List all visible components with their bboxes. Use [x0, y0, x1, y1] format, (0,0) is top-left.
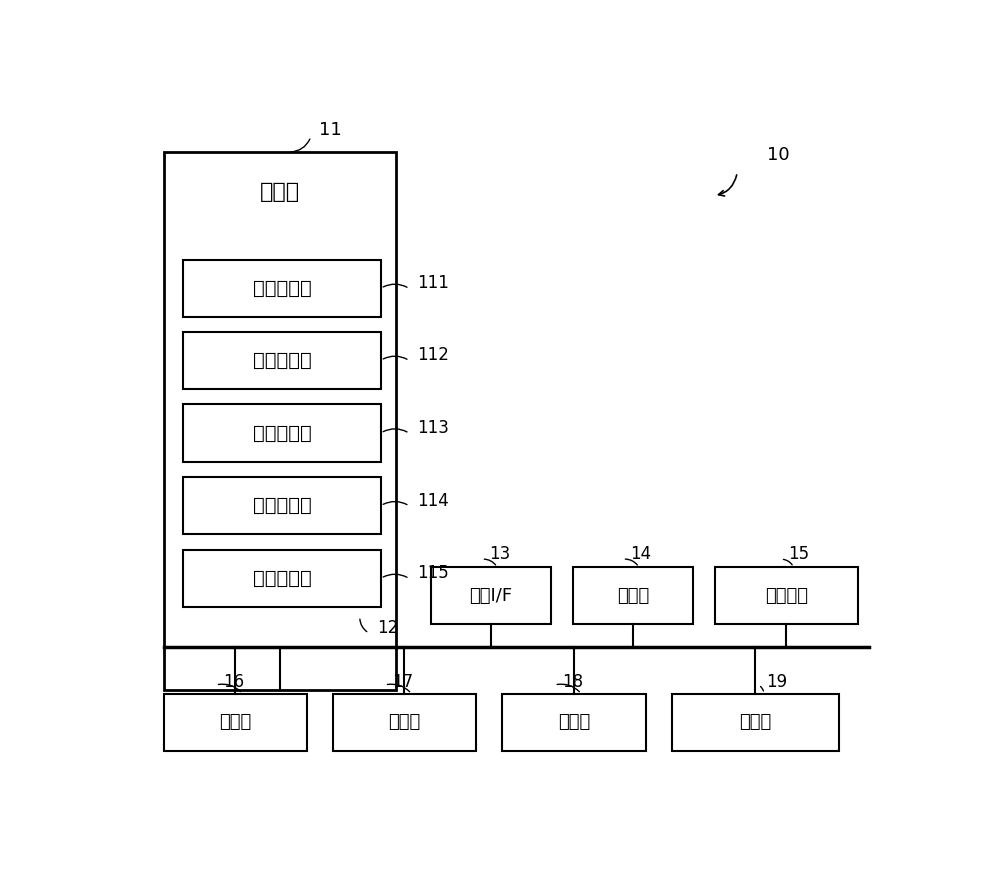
Bar — [164, 152, 396, 690]
Text: 打印机: 打印机 — [388, 713, 421, 732]
Text: 12: 12 — [377, 619, 398, 637]
Bar — [183, 331, 381, 389]
Text: 16: 16 — [223, 673, 245, 690]
Text: 输入部: 输入部 — [617, 586, 649, 605]
Text: 状态通知部: 状态通知部 — [253, 350, 311, 370]
Text: 支援请求部: 支援请求部 — [253, 424, 311, 442]
Bar — [431, 567, 551, 624]
Text: 18: 18 — [562, 673, 583, 690]
Text: 11: 11 — [319, 121, 342, 139]
Bar — [164, 694, 307, 751]
Bar — [183, 405, 381, 461]
Text: 码扫描仪: 码扫描仪 — [765, 586, 808, 605]
Text: 显示部: 显示部 — [219, 713, 252, 732]
Text: 112: 112 — [417, 346, 449, 364]
Text: 115: 115 — [417, 565, 449, 582]
Bar — [573, 567, 693, 624]
Text: 控制部: 控制部 — [260, 183, 300, 203]
Text: 114: 114 — [417, 491, 449, 510]
Text: 显示控制部: 显示控制部 — [253, 496, 311, 515]
Text: 17: 17 — [392, 673, 414, 690]
Bar — [715, 567, 858, 624]
Text: 19: 19 — [766, 673, 787, 690]
Bar — [183, 260, 381, 317]
Bar — [502, 694, 646, 751]
Text: 111: 111 — [417, 274, 449, 292]
Bar — [183, 477, 381, 534]
Bar — [333, 694, 476, 751]
Bar — [672, 694, 839, 751]
Text: 告知控制部: 告知控制部 — [253, 569, 311, 588]
Text: 告知部: 告知部 — [558, 713, 590, 732]
Text: 15: 15 — [788, 545, 810, 563]
Text: 14: 14 — [630, 545, 651, 563]
Text: 113: 113 — [417, 419, 449, 437]
Text: 存储部: 存储部 — [739, 713, 772, 732]
Text: 通信I/F: 通信I/F — [470, 586, 513, 605]
Text: 10: 10 — [767, 146, 789, 164]
Text: 13: 13 — [489, 545, 511, 563]
Bar — [183, 550, 381, 607]
Text: 结账处理部: 结账处理部 — [253, 279, 311, 298]
